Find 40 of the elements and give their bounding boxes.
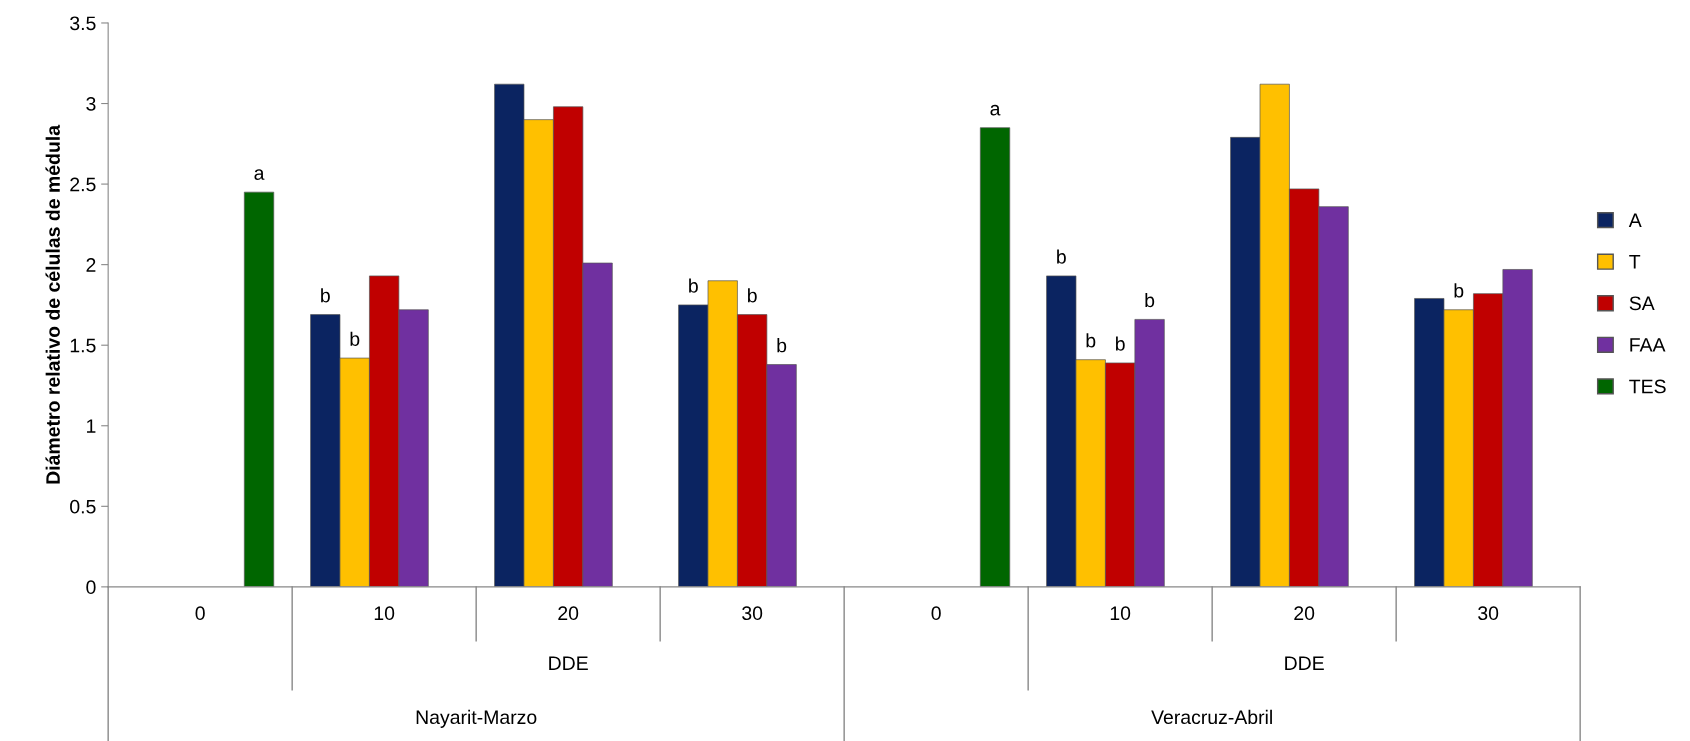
y-tick-label: 1.5 [70,338,96,353]
x-tick-label: 20 [558,606,579,621]
y-tick-label: 0 [86,580,96,595]
legend-label: A [1628,213,1642,227]
x-tick-label: 0 [931,606,941,621]
text: DDE [549,656,588,670]
data-label: b [1145,292,1155,308]
data-label: b [1116,336,1125,351]
x-tick-label: 30 [1478,606,1499,621]
y-tick-label: 3 [86,97,96,111]
x-tick-label: 10 [374,606,395,621]
x-tick-label: 20 [1294,606,1315,621]
data-label: b [1086,333,1096,348]
legend-label: T [1629,255,1641,269]
x-tick-label: 10 [1110,606,1131,621]
text: Veracruz-Abril [1151,709,1272,725]
x-tick-label: 0 [195,606,205,621]
data-label: a [990,104,1001,116]
data-label: b [748,288,757,303]
data-label: b [350,331,360,346]
legend-label: SA [1629,296,1655,311]
text: Nayarit-Marzo [416,709,537,728]
y-tick-label: 0.5 [70,499,96,514]
y-tick-label: 1 [87,419,96,433]
bar [979,127,1011,587]
data-label: b [689,278,698,293]
text: DDE [1285,656,1324,670]
data-label: a [254,169,265,180]
legend-label: TES [1629,379,1666,394]
data-label: b [1057,249,1066,264]
y-tick-label: 2 [86,258,96,272]
x-tick-label: 30 [742,606,763,621]
data-label: b [1454,283,1464,298]
data-label: b [777,338,787,353]
y-tick-label: 3.5 [70,16,96,31]
legend-label: FAA [1630,338,1666,352]
y-tick-label: 2.5 [70,177,96,192]
y-axis-title: Diámetro relativo de células de médula [45,124,60,484]
bar [243,191,275,587]
data-label: b [321,288,330,303]
